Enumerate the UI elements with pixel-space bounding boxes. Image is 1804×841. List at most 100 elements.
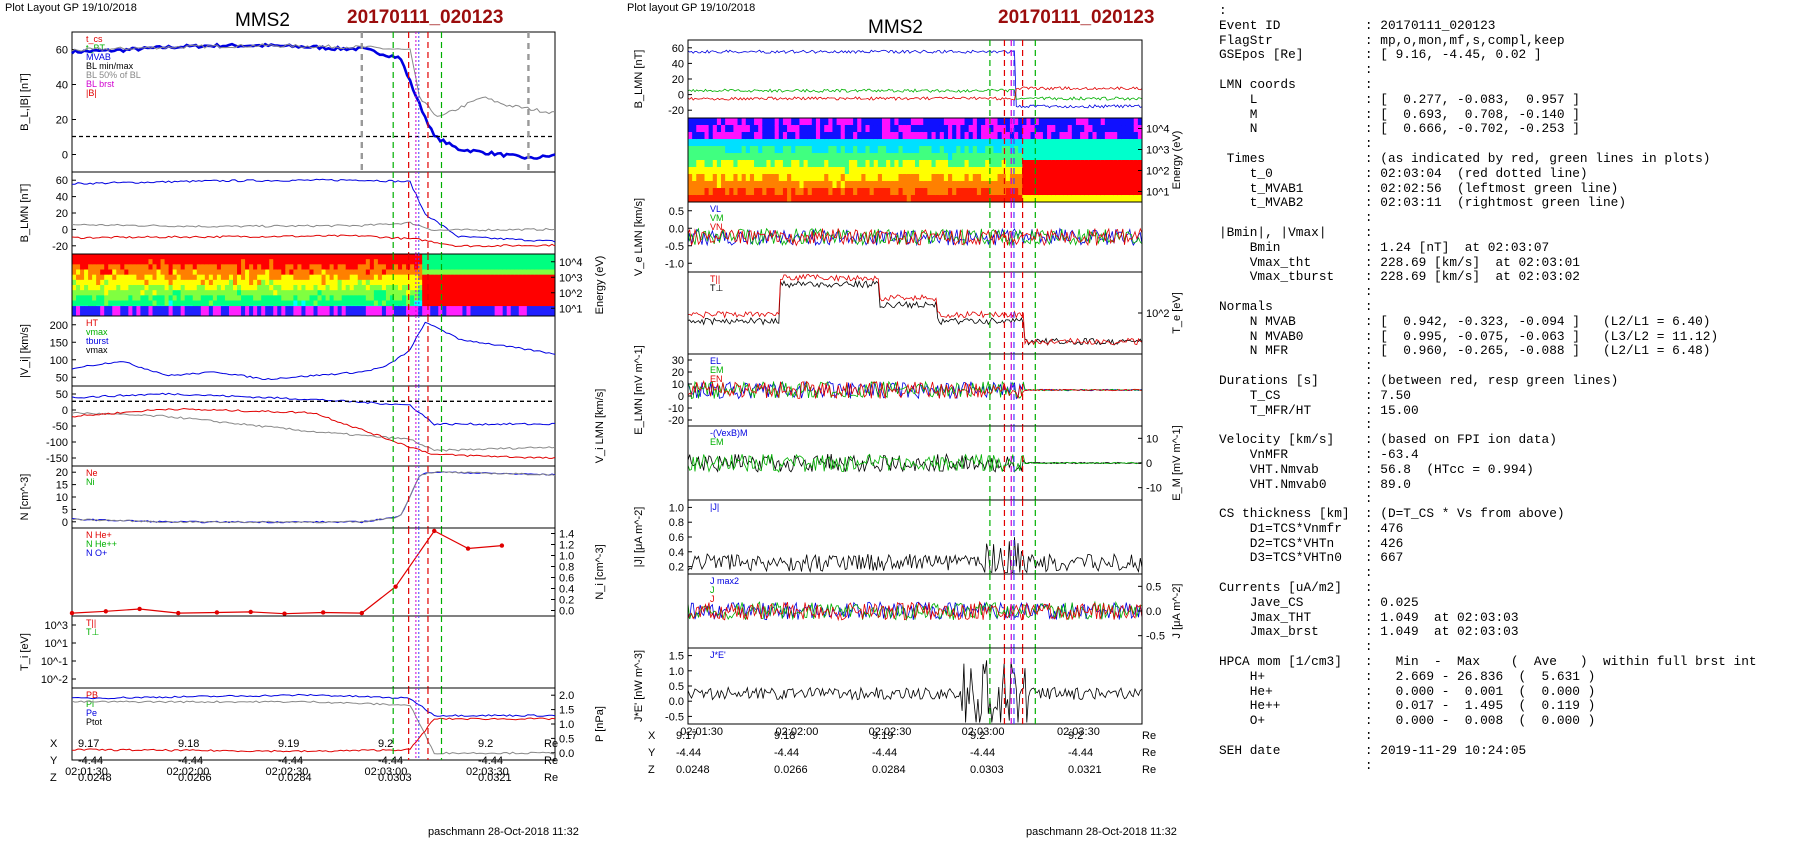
heatmap-cell (770, 146, 776, 154)
heatmap-cell (172, 264, 178, 270)
heatmap-cell (939, 167, 945, 175)
y-axis-label: E_M [mV m^-1] (1171, 425, 1183, 500)
heatmap-cell (976, 118, 982, 126)
heatmap-cell (754, 139, 759, 147)
heatmap-cell (466, 254, 471, 260)
heatmap-cell (92, 279, 97, 286)
heatmap-cell (253, 306, 258, 316)
y-tick-label: 10^4 (1146, 124, 1170, 136)
heatmap-cell (257, 306, 262, 316)
ephem-value: -4.44 (78, 755, 104, 767)
heatmap-cell (1071, 174, 1077, 182)
series-line (71, 178, 556, 243)
heatmap-cell (357, 306, 363, 316)
right-plot-layout-label: Plot layout GP 19/10/2018 (627, 2, 756, 14)
heatmap-cell (853, 188, 858, 196)
heatmap-cell (502, 295, 508, 301)
heatmap-cell (285, 295, 290, 301)
heatmap-cell (329, 300, 335, 307)
heatmap-cell (935, 132, 941, 140)
heatmap-cell (1038, 195, 1044, 203)
heatmap-cell (828, 132, 833, 140)
heatmap-cell (88, 254, 93, 260)
heatmap-cell (188, 290, 194, 296)
heatmap-cell (902, 174, 908, 182)
heatmap-cell (253, 279, 258, 286)
heatmap-cell (486, 279, 492, 286)
heatmap-cell (828, 118, 833, 126)
heatmap-cell (88, 285, 93, 291)
heatmap-cell (1104, 174, 1110, 182)
heatmap-cell (100, 306, 105, 316)
heatmap-cell (745, 188, 751, 196)
heatmap-cell (712, 160, 718, 168)
heatmap-cell (716, 195, 722, 203)
heatmap-cell (76, 254, 81, 260)
heatmap-cell (692, 139, 697, 147)
heatmap-cell (281, 269, 286, 276)
heatmap-cell (716, 153, 722, 161)
y-tick-label: 0.0 (559, 748, 574, 760)
heatmap-cell (188, 274, 194, 281)
heatmap-cell (692, 167, 697, 175)
heatmap-cell (791, 174, 796, 182)
heatmap-cell (952, 132, 957, 140)
heatmap-cell (894, 181, 899, 189)
heatmap-cell (148, 254, 153, 260)
heatmap-cell (848, 118, 854, 126)
heatmap-cell (762, 195, 767, 203)
heatmap-cell (952, 153, 957, 161)
heatmap-cell (832, 118, 838, 126)
heatmap-cell (385, 285, 391, 291)
heatmap-cell (434, 290, 439, 296)
heatmap-cell (981, 118, 986, 126)
heatmap-cell (522, 259, 528, 265)
heatmap-cell (156, 290, 162, 296)
heatmap-cell (196, 269, 202, 276)
y-tick-label: -0.5 (665, 711, 684, 723)
heatmap-cell (997, 139, 1003, 147)
heatmap-cell (956, 118, 961, 126)
heatmap-cell (220, 295, 226, 301)
y-tick-label: -100 (46, 437, 68, 449)
heatmap-cell (96, 254, 101, 260)
heatmap-cell (1133, 167, 1139, 175)
heatmap-cell (140, 269, 145, 276)
heatmap-cell (939, 139, 945, 147)
heatmap-cell (96, 306, 101, 316)
heatmap-cell (778, 146, 784, 154)
heatmap-cell (546, 290, 552, 296)
heatmap-cell (721, 188, 726, 196)
heatmap-cell (1067, 132, 1073, 140)
heatmap-cell (450, 306, 455, 316)
heatmap-cell (1038, 118, 1044, 126)
y-tick-label: 5 (62, 504, 68, 516)
heatmap-cell (956, 146, 961, 154)
heatmap-cell (329, 254, 335, 260)
heatmap-cell (857, 118, 862, 126)
heatmap-cell (729, 118, 734, 126)
heatmap-cell (840, 146, 846, 154)
heatmap-cell (361, 306, 367, 316)
heatmap-cell (84, 259, 89, 265)
heatmap-cell (550, 300, 556, 307)
heatmap-cell (981, 160, 986, 168)
heatmap-cell (836, 118, 842, 126)
heatmap-cell (510, 285, 516, 291)
heatmap-cell (836, 153, 842, 161)
heatmap-cell (341, 254, 347, 260)
heatmap-cell (434, 279, 439, 286)
heatmap-cell (725, 125, 730, 133)
heatmap-cell (1125, 132, 1131, 140)
data-point (214, 610, 220, 615)
heatmap-cell (285, 254, 290, 260)
heatmap-cell (853, 174, 858, 182)
heatmap-cell (132, 269, 137, 276)
heatmap-cell (956, 160, 961, 168)
heatmap-cell (1096, 188, 1102, 196)
legend-entry: VN (710, 222, 723, 232)
heatmap-cell (894, 118, 899, 126)
heatmap-cell (289, 254, 294, 260)
heatmap-cell (329, 269, 335, 276)
heatmap-cell (1018, 160, 1023, 168)
